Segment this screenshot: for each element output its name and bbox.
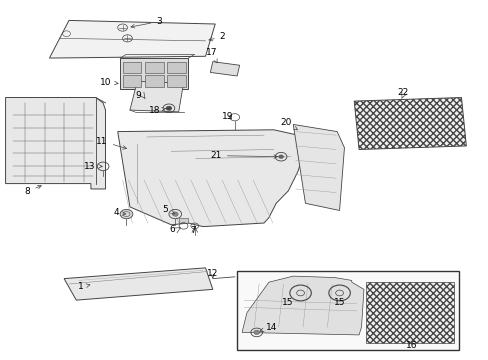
Polygon shape <box>145 62 163 73</box>
Polygon shape <box>118 130 305 226</box>
Polygon shape <box>64 268 212 300</box>
Polygon shape <box>122 75 141 87</box>
Text: 9: 9 <box>135 91 141 100</box>
Polygon shape <box>130 81 183 112</box>
Text: 20: 20 <box>280 118 297 130</box>
Text: 19: 19 <box>221 112 233 121</box>
Circle shape <box>172 212 178 216</box>
Text: 11: 11 <box>96 137 126 149</box>
Text: 1: 1 <box>78 282 90 291</box>
Text: 4: 4 <box>114 208 125 217</box>
Text: 22: 22 <box>397 87 408 96</box>
Text: 3: 3 <box>131 17 162 28</box>
Text: 21: 21 <box>210 151 277 160</box>
Text: 7: 7 <box>190 226 196 235</box>
Text: 10: 10 <box>100 78 118 87</box>
Polygon shape <box>178 218 188 223</box>
Polygon shape <box>353 98 466 149</box>
Polygon shape <box>167 75 185 87</box>
Polygon shape <box>242 276 363 335</box>
Text: 17: 17 <box>205 48 217 63</box>
Polygon shape <box>120 58 188 89</box>
Text: 15: 15 <box>281 298 293 307</box>
Text: 6: 6 <box>169 225 175 234</box>
Text: 15: 15 <box>333 298 345 307</box>
Text: 16: 16 <box>405 341 416 350</box>
Polygon shape <box>293 125 344 211</box>
Circle shape <box>253 330 259 334</box>
Circle shape <box>165 106 171 111</box>
FancyBboxPatch shape <box>237 271 458 350</box>
Text: 2: 2 <box>208 32 225 41</box>
Circle shape <box>278 155 283 158</box>
Text: 18: 18 <box>148 105 165 114</box>
Polygon shape <box>122 62 141 73</box>
Polygon shape <box>145 75 163 87</box>
Polygon shape <box>210 62 239 76</box>
Text: 14: 14 <box>260 323 276 332</box>
Polygon shape <box>49 21 215 58</box>
Text: 8: 8 <box>24 185 41 196</box>
Text: 13: 13 <box>83 162 102 171</box>
Circle shape <box>120 210 133 219</box>
Polygon shape <box>366 282 453 343</box>
Polygon shape <box>5 98 105 189</box>
Polygon shape <box>167 62 185 73</box>
Text: 5: 5 <box>163 205 174 214</box>
Text: 12: 12 <box>207 269 218 278</box>
